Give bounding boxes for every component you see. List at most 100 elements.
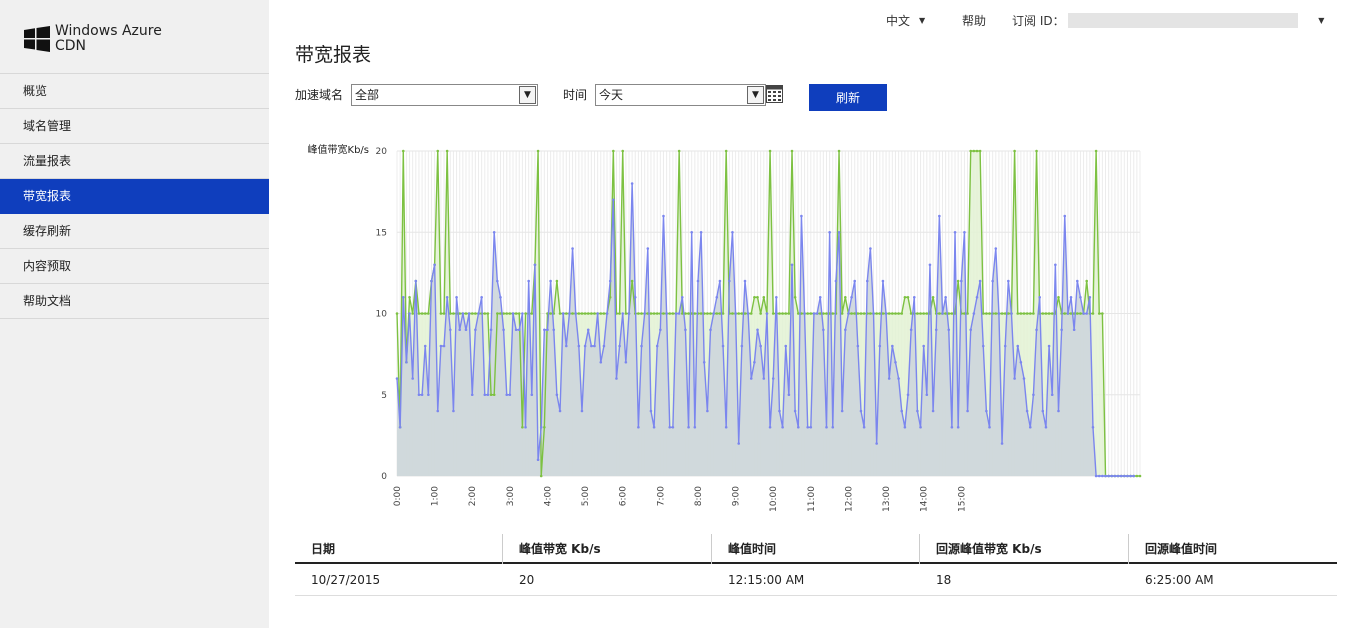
brand-name: Windows Azure CDN — [55, 24, 215, 54]
data-point — [502, 328, 505, 332]
data-point — [1069, 295, 1073, 299]
data-point — [909, 312, 913, 315]
data-point — [430, 279, 433, 283]
sidebar-item-bandwidth-report[interactable]: 带宽报表 — [0, 179, 269, 214]
x-tick-label: 2:00 — [468, 486, 478, 506]
data-point — [1013, 377, 1016, 380]
series-line — [396, 150, 1140, 477]
data-point — [787, 312, 791, 315]
subscription-selector[interactable]: 订阅 ID： ▼ — [1012, 12, 1324, 29]
data-point — [1094, 474, 1098, 478]
column-header-peak-bandwidth: 峰值带宽 Kb/s — [503, 534, 712, 564]
data-point — [492, 230, 496, 234]
data-point — [596, 312, 599, 315]
data-point — [564, 312, 568, 315]
data-point — [1072, 328, 1076, 332]
language-selector[interactable]: 中文 ▼ — [886, 12, 946, 29]
domain-select[interactable]: 全部 ▼ — [351, 84, 538, 106]
sidebar-item-traffic-report[interactable]: 流量报表 — [0, 144, 269, 179]
data-point — [652, 425, 656, 429]
data-point — [1138, 474, 1142, 478]
sidebar-item-overview[interactable]: 概览 — [0, 74, 269, 109]
x-tick-label: 6:00 — [619, 486, 629, 506]
data-point — [956, 279, 960, 283]
data-point — [659, 328, 662, 332]
data-point — [781, 312, 784, 315]
data-point — [680, 295, 684, 299]
data-point — [944, 295, 947, 299]
data-point — [555, 279, 559, 283]
brand-line2: CDN — [55, 38, 87, 54]
data-point — [536, 149, 540, 153]
data-point — [869, 312, 872, 315]
data-point — [1116, 474, 1120, 478]
sidebar-item-content-prefetch[interactable]: 内容预取 — [0, 249, 269, 284]
x-tick-label: 4:00 — [543, 486, 553, 506]
data-point — [608, 279, 612, 283]
data-point — [580, 409, 584, 413]
data-point — [768, 425, 772, 429]
sidebar-nav: 概览 域名管理 流量报表 带宽报表 缓存刷新 内容预取 帮助文档 — [0, 73, 269, 319]
data-point — [912, 295, 916, 299]
data-point — [539, 474, 543, 478]
data-point — [900, 409, 904, 413]
data-point — [439, 312, 443, 315]
data-point — [875, 442, 878, 445]
data-point — [1035, 328, 1038, 332]
data-point — [621, 149, 625, 153]
data-point — [411, 312, 414, 315]
data-point — [574, 312, 577, 315]
data-point — [583, 312, 587, 315]
data-point — [981, 344, 985, 348]
x-tick-label: 13:00 — [882, 486, 892, 512]
data-point — [630, 182, 634, 185]
data-point — [436, 149, 440, 153]
refresh-button[interactable]: 刷新 — [809, 84, 887, 111]
data-point — [1107, 474, 1110, 478]
data-point — [762, 377, 766, 380]
data-point — [1000, 312, 1004, 315]
data-point — [1003, 312, 1007, 315]
column-header-origin-peak-time: 回源峰值时间 — [1145, 542, 1218, 556]
sidebar-item-help-docs[interactable]: 帮助文档 — [0, 284, 269, 319]
data-point — [1038, 295, 1041, 299]
data-point — [486, 312, 490, 315]
data-point — [593, 344, 596, 348]
data-point — [549, 279, 552, 283]
column-header-origin-peak-bandwidth: 回源峰值带宽 Kb/s — [920, 534, 1129, 564]
domain-filter-label: 加速域名 — [295, 88, 344, 102]
sidebar-item-cache-refresh[interactable]: 缓存刷新 — [0, 214, 269, 249]
time-select[interactable]: 今天 ▼ — [595, 84, 766, 106]
data-point — [505, 312, 509, 315]
data-point — [796, 312, 800, 315]
calendar-icon[interactable] — [766, 85, 783, 103]
data-point — [624, 360, 628, 364]
data-point — [586, 328, 590, 332]
data-point — [1088, 295, 1092, 299]
data-point — [655, 344, 659, 348]
data-point — [972, 149, 976, 153]
data-point — [427, 393, 430, 397]
data-point — [897, 377, 900, 380]
data-point — [894, 312, 897, 315]
data-point — [649, 409, 653, 413]
data-point — [571, 247, 574, 250]
data-point — [938, 312, 941, 315]
data-point — [800, 214, 803, 218]
data-point — [853, 312, 857, 315]
data-point — [643, 312, 646, 315]
sidebar-item-domains[interactable]: 域名管理 — [0, 109, 269, 144]
data-point — [568, 312, 571, 315]
data-point — [474, 328, 477, 332]
data-point — [558, 312, 562, 315]
subscription-label: 订阅 ID： — [1012, 14, 1065, 28]
data-point — [1101, 312, 1104, 315]
data-point — [461, 312, 465, 315]
data-point — [499, 295, 502, 299]
x-tick-label: 15:00 — [957, 486, 967, 512]
data-point — [765, 312, 769, 315]
help-link[interactable]: 帮助 — [962, 14, 987, 28]
data-point — [787, 393, 791, 397]
data-point — [862, 425, 866, 429]
data-point — [875, 312, 878, 315]
